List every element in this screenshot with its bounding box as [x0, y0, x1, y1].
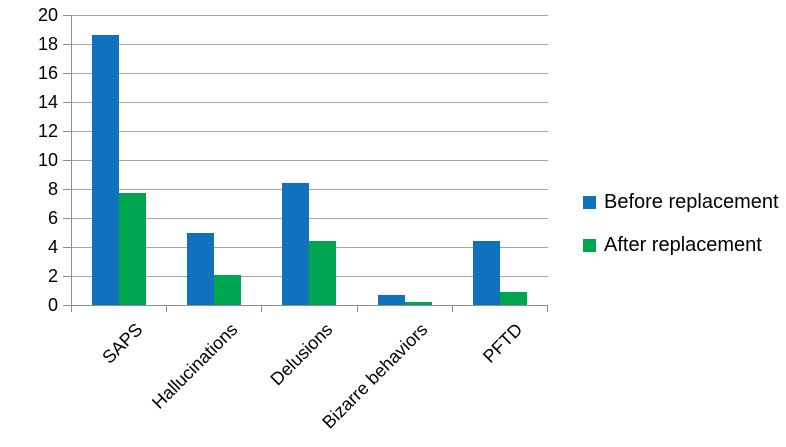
- after-replacement-bar-delusions: [309, 241, 337, 305]
- y-axis-label: 20: [37, 5, 58, 25]
- y-axis-label: 18: [37, 34, 58, 54]
- x-axis-label-saps: SAPS: [97, 319, 147, 368]
- legend-label-after: After replacement: [604, 234, 762, 256]
- x-axis-tick: [166, 306, 168, 312]
- x-axis-tick: [356, 306, 358, 312]
- plot-area: [71, 14, 548, 306]
- x-axis-label-bizarre-behaviors: Bizarre behaviors: [318, 319, 432, 433]
- after-replacement-bar-bizarre-behaviors: [404, 302, 432, 305]
- x-axis-tick: [451, 306, 453, 312]
- y-axis-tick: [63, 305, 71, 306]
- gridline: [72, 159, 548, 161]
- y-axis-tick: [63, 160, 71, 161]
- y-axis-label: 14: [37, 92, 58, 112]
- y-axis-tick: [63, 15, 71, 16]
- y-axis-tick: [63, 218, 71, 219]
- x-axis-tick: [547, 306, 548, 312]
- y-axis-label: 12: [37, 121, 58, 141]
- gridline: [72, 14, 548, 16]
- y-axis-label: 10: [37, 150, 58, 170]
- y-axis-tick: [63, 247, 71, 248]
- before-replacement-bar-delusions: [282, 183, 310, 305]
- before-replacement-bar-bizarre-behaviors: [377, 294, 405, 305]
- before-replacement-bar-hallucinations: [187, 232, 215, 305]
- gridline: [72, 188, 548, 190]
- x-axis-tick: [261, 306, 263, 312]
- gridline: [72, 43, 548, 45]
- legend: Before replacement After replacement: [583, 192, 779, 255]
- y-axis-tick: [63, 189, 71, 190]
- gridline: [72, 72, 548, 74]
- x-axis-tick: [71, 306, 72, 312]
- x-axis-label-pftd: PFTD: [479, 319, 527, 367]
- after-replacement-bar-pftd: [499, 291, 527, 305]
- y-axis-tick: [63, 102, 71, 103]
- y-axis-tick: [63, 276, 71, 277]
- y-axis-label: 2: [47, 266, 58, 286]
- legend-swatch-before-icon: [583, 195, 596, 209]
- y-axis-tick: [63, 44, 71, 45]
- gridline: [72, 217, 548, 219]
- x-axis-label-hallucinations: Hallucinations: [147, 319, 242, 413]
- y-axis-label: 0: [47, 295, 58, 315]
- y-axis-label: 8: [47, 179, 58, 199]
- y-axis-label: 6: [47, 208, 58, 228]
- legend-swatch-after-icon: [583, 238, 596, 252]
- legend-item-before: Before replacement: [583, 192, 779, 212]
- gridline: [72, 101, 548, 103]
- gridline: [72, 130, 548, 132]
- y-axis-tick: [63, 131, 71, 132]
- after-replacement-bar-saps: [119, 193, 146, 305]
- y-axis-label: 16: [37, 63, 58, 83]
- before-replacement-bar-saps: [92, 35, 119, 305]
- x-axis-label-delusions: Delusions: [266, 319, 337, 390]
- y-axis-label: 4: [47, 237, 58, 257]
- before-replacement-bar-pftd: [472, 241, 500, 305]
- legend-label-before: Before replacement: [604, 191, 779, 213]
- y-axis-tick: [63, 73, 71, 74]
- legend-item-after: After replacement: [583, 235, 779, 255]
- after-replacement-bar-hallucinations: [214, 274, 242, 305]
